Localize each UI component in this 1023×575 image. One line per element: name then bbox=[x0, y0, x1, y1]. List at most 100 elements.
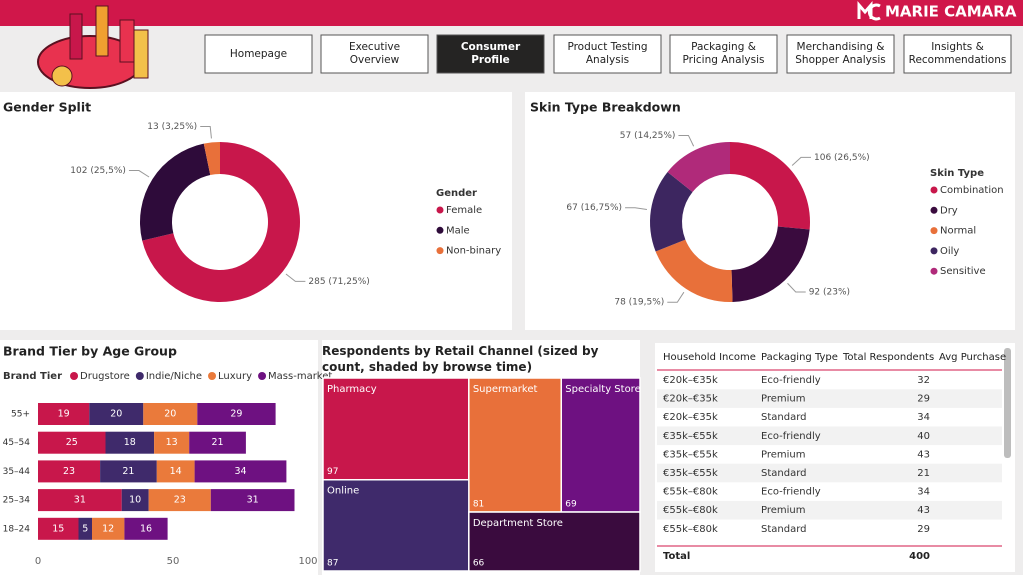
bar-segment bbox=[154, 431, 190, 454]
chart-title: Respondents by Retail Channel (sized by … bbox=[322, 344, 599, 374]
legend-marker bbox=[436, 226, 444, 234]
bar-segment bbox=[89, 403, 144, 425]
data-label: 19 bbox=[58, 409, 70, 420]
data-label: 10 bbox=[129, 495, 141, 506]
data-label: 78 (19,5%) bbox=[614, 298, 664, 308]
legend-label: Oily bbox=[940, 246, 959, 257]
legend-title: Skin Type bbox=[930, 168, 984, 179]
tile-value: 66 bbox=[473, 559, 485, 569]
leader-line bbox=[128, 170, 150, 178]
legend-marker bbox=[258, 372, 267, 380]
nav-label-box[interactable]: Executive Overview bbox=[321, 35, 428, 73]
nav-button[interactable] bbox=[669, 34, 778, 74]
nav-button[interactable] bbox=[903, 34, 1012, 74]
data-label: 20 bbox=[110, 409, 122, 420]
scrollbar[interactable] bbox=[1004, 348, 1011, 458]
nav-label[interactable]: Homepage bbox=[229, 47, 288, 60]
data-label: 16 bbox=[140, 523, 152, 534]
nav-button[interactable] bbox=[786, 34, 895, 74]
legend-title: Gender bbox=[436, 188, 477, 199]
slice bbox=[667, 142, 730, 192]
nav-label[interactable]: Executive Overview bbox=[348, 41, 401, 66]
cell: 43 bbox=[917, 449, 930, 460]
row-stripe bbox=[657, 426, 1002, 446]
cell: €35k–€55k bbox=[663, 431, 718, 442]
bar-segment bbox=[197, 403, 276, 425]
legend-title: Brand Tier bbox=[3, 371, 62, 382]
cell: Premium bbox=[761, 505, 806, 516]
data-label: 23 bbox=[174, 495, 186, 506]
treemap-tile bbox=[322, 377, 470, 481]
nav-button[interactable] bbox=[204, 34, 313, 74]
bar-segment bbox=[38, 403, 90, 425]
nav-button[interactable] bbox=[436, 34, 545, 74]
data-label: 106 (26,5%) bbox=[814, 153, 870, 163]
legend-marker bbox=[135, 372, 144, 380]
slice bbox=[142, 142, 300, 302]
cell: €55k–€80k bbox=[663, 524, 718, 535]
row-stripe bbox=[657, 463, 1002, 483]
nav-label-box[interactable]: Homepage bbox=[205, 35, 312, 73]
cell: €20k–€35k bbox=[663, 375, 718, 386]
data-label: 31 bbox=[247, 495, 259, 506]
illustration bbox=[37, 5, 149, 89]
data-label: 29 bbox=[230, 409, 242, 420]
data-label: 21 bbox=[212, 437, 224, 448]
legend-label: Indie/Niche bbox=[146, 371, 202, 382]
y-tick-label: 55+ bbox=[11, 410, 30, 420]
total-value: 400 bbox=[909, 551, 930, 562]
legend-label: Female bbox=[446, 205, 482, 216]
legend-marker bbox=[436, 206, 444, 214]
bar-segment bbox=[38, 517, 79, 540]
chart-title-box: Respondents by Retail Channel (sized by … bbox=[322, 344, 599, 374]
nav-label-box[interactable]: Merchandising & Shopper Analysis bbox=[787, 35, 894, 73]
legend-marker bbox=[930, 206, 938, 214]
cell: Standard bbox=[761, 412, 807, 423]
cell: 32 bbox=[917, 375, 930, 386]
cell: €20k–€35k bbox=[663, 394, 718, 405]
slice bbox=[731, 226, 810, 302]
legend-marker bbox=[930, 227, 938, 235]
cell: Eco-friendly bbox=[761, 375, 821, 386]
y-tick-label: 35–44 bbox=[3, 467, 31, 477]
cell: Eco-friendly bbox=[761, 487, 821, 498]
data-label: 67 (16,75%) bbox=[566, 203, 622, 213]
cell: €55k–€80k bbox=[663, 505, 718, 516]
column-header: Packaging Type bbox=[761, 352, 838, 363]
header-bar bbox=[0, 0, 1023, 26]
slice bbox=[650, 171, 693, 252]
nav-label-box[interactable]: Consumer Profile bbox=[437, 35, 544, 73]
legend-marker bbox=[208, 372, 217, 380]
nav-label[interactable]: Consumer Profile bbox=[460, 41, 521, 66]
chart-title: Brand Tier by Age Group bbox=[3, 344, 177, 359]
data-label: 13 (3,25%) bbox=[147, 122, 197, 132]
data-label: 102 (25,5%) bbox=[70, 166, 126, 176]
nav-label[interactable]: Insights & Recommendations bbox=[908, 41, 1007, 66]
bar-segment bbox=[38, 460, 101, 483]
treemap-tile bbox=[322, 478, 470, 572]
bar-segment bbox=[105, 431, 155, 454]
nav-button[interactable] bbox=[553, 34, 662, 74]
leader-line bbox=[667, 291, 685, 303]
nav-label[interactable]: Product Testing Analysis bbox=[567, 41, 648, 66]
legend-label: Drugstore bbox=[80, 371, 130, 382]
nav-label-box[interactable]: Insights & Recommendations bbox=[904, 35, 1011, 73]
slice bbox=[139, 143, 211, 241]
bar-segment bbox=[121, 489, 149, 512]
nav-button[interactable] bbox=[320, 34, 429, 74]
tile-value: 69 bbox=[565, 500, 577, 510]
bar-segment bbox=[38, 431, 106, 454]
data-label: 14 bbox=[170, 466, 182, 477]
treemap-tile bbox=[468, 511, 641, 572]
cell: Eco-friendly bbox=[761, 431, 821, 442]
nav-label-box[interactable]: Packaging & Pricing Analysis bbox=[670, 35, 777, 73]
cell: 21 bbox=[917, 468, 930, 479]
cell: Premium bbox=[761, 449, 806, 460]
nav-label[interactable]: Packaging & Pricing Analysis bbox=[682, 41, 765, 66]
data-label: 13 bbox=[166, 437, 178, 448]
nav-label[interactable]: Merchandising & Shopper Analysis bbox=[795, 41, 886, 66]
data-label: 31 bbox=[74, 495, 86, 506]
nav-label-box[interactable]: Product Testing Analysis bbox=[554, 35, 661, 73]
data-label: 285 (71,25%) bbox=[308, 277, 369, 287]
